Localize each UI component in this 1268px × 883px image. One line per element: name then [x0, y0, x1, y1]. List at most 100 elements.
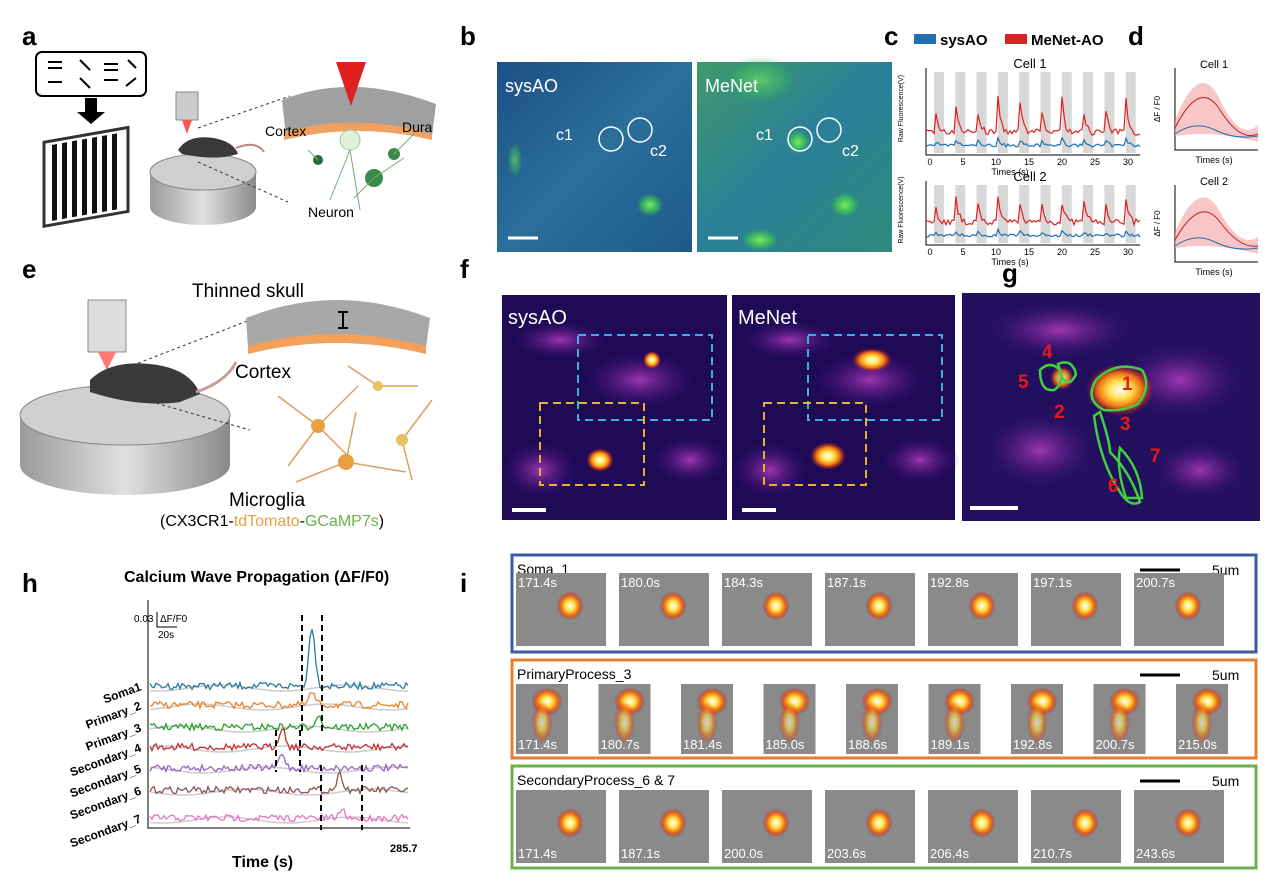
annotation: Dura — [402, 119, 433, 135]
frame-time: 200.7s — [1136, 575, 1176, 590]
annotation: Microglia — [229, 490, 305, 511]
background-trace — [149, 816, 409, 824]
x-tick-label: 25 — [1090, 157, 1100, 167]
hot-spot — [779, 701, 800, 744]
roi-label: c2 — [842, 143, 859, 160]
axis — [147, 600, 410, 829]
hot-spot — [762, 808, 790, 838]
panel-label: i — [460, 568, 467, 598]
panel-label: f — [460, 254, 469, 284]
annotation: (CX3CR1-tdTomato-GCaMP7s) — [160, 513, 384, 530]
stimulus-band — [997, 72, 1008, 153]
stimulus-band — [997, 185, 1008, 243]
plot-title: Cell 2 — [1200, 176, 1228, 188]
x-tick-label: 0 — [927, 157, 932, 167]
roi-label: 5 — [1018, 372, 1029, 393]
scale-label: 0.03 — [134, 614, 154, 625]
frame-time: 206.4s — [930, 846, 970, 861]
stimulus-band — [934, 185, 944, 243]
annotation: Thinned skull — [192, 281, 304, 302]
x-tick-label: 0 — [927, 247, 932, 257]
panel-label: d — [1128, 21, 1144, 51]
row-frame — [510, 658, 1258, 760]
stimulus-band — [1104, 72, 1115, 153]
hot-spot — [696, 701, 718, 744]
trace — [149, 727, 409, 752]
hot-spot — [865, 808, 893, 838]
hot-spot — [865, 591, 893, 621]
axis-title: Times (s) — [991, 257, 1028, 267]
row-frame — [510, 764, 1258, 870]
scale-label: 20s — [158, 630, 174, 641]
scale-bar — [156, 612, 177, 628]
stimulus-band — [1083, 72, 1094, 153]
x-tick-label: 5 — [960, 247, 965, 257]
construct-part: (CX3CR1- — [160, 513, 234, 530]
hot-spot — [531, 701, 553, 744]
panel-label: b — [460, 21, 476, 51]
trace — [925, 135, 1141, 149]
trace — [149, 808, 409, 823]
image-title: sysAO — [505, 76, 558, 96]
roi-label: c1 — [556, 127, 573, 144]
frame-time: 192.8s — [930, 575, 970, 590]
trace — [149, 769, 409, 796]
roi-label: c1 — [756, 127, 773, 144]
row-title: SecondaryProcess_6 & 7 — [517, 772, 675, 788]
scale-label: ΔF/F0 — [160, 614, 188, 625]
background-trace — [149, 745, 409, 753]
frame-time: 197.1s — [1033, 575, 1073, 590]
frame-time: 187.1s — [621, 846, 661, 861]
x-tick-label: 20 — [1057, 157, 1067, 167]
chart-title: Calcium Wave Propagation (ΔF/F0) — [124, 569, 389, 586]
panel-label: g — [1002, 258, 1018, 288]
axis-end-label: 285.7 — [390, 843, 418, 855]
frame-time: 171.4s — [518, 846, 558, 861]
image-title: sysAO — [508, 307, 567, 329]
x-tick-label: 30 — [1123, 247, 1133, 257]
axis — [1174, 185, 1258, 263]
trace — [149, 753, 409, 774]
roi-label: 4 — [1042, 342, 1053, 363]
roi-label: 3 — [1120, 414, 1131, 435]
roi-label: 7 — [1150, 446, 1161, 467]
stimulus-band — [1104, 185, 1115, 243]
trace — [1174, 125, 1259, 138]
plot-title: Cell 1 — [1200, 59, 1228, 71]
hot-spot — [1071, 591, 1099, 621]
trace — [1174, 237, 1259, 250]
frame-time: 187.1s — [827, 575, 867, 590]
plot-title: Cell 1 — [1013, 56, 1046, 71]
hot-spot — [1071, 808, 1099, 838]
frame-time: 189.1s — [931, 737, 971, 752]
axis-title: Times (s) — [1195, 267, 1232, 277]
trace — [1174, 97, 1259, 136]
stimulus-band — [934, 72, 944, 153]
image-detail — [500, 300, 1250, 500]
image-title: MeNet — [705, 76, 758, 96]
stimulus-band — [1061, 72, 1072, 153]
hot-spot — [556, 591, 584, 621]
frame-time: 200.7s — [1096, 737, 1136, 752]
setup-illustration — [35, 51, 436, 229]
stimulus-band — [1125, 185, 1136, 243]
stimulus-band — [1019, 185, 1030, 243]
stimulus-band — [1040, 72, 1051, 153]
roi-label: 2 — [1054, 402, 1065, 423]
stimulus-band — [976, 72, 987, 153]
hot-spot — [968, 591, 996, 621]
frame-time: 203.6s — [827, 846, 867, 861]
hot-spot — [659, 808, 687, 838]
image-title: MeNet — [738, 307, 797, 329]
x-tick-label: 30 — [1123, 157, 1133, 167]
stimulus-band — [955, 72, 966, 153]
frame-time: 181.4s — [683, 737, 723, 752]
hot-spot — [861, 701, 883, 744]
image-detail — [507, 56, 861, 252]
axis-title: Times (s) — [991, 167, 1028, 177]
hot-spot — [1026, 701, 1048, 744]
trace — [925, 95, 1141, 136]
panel-label: c — [884, 21, 898, 51]
axis-title: Raw Fluorescence(V) — [898, 176, 905, 243]
frame-time: 171.4s — [518, 575, 558, 590]
